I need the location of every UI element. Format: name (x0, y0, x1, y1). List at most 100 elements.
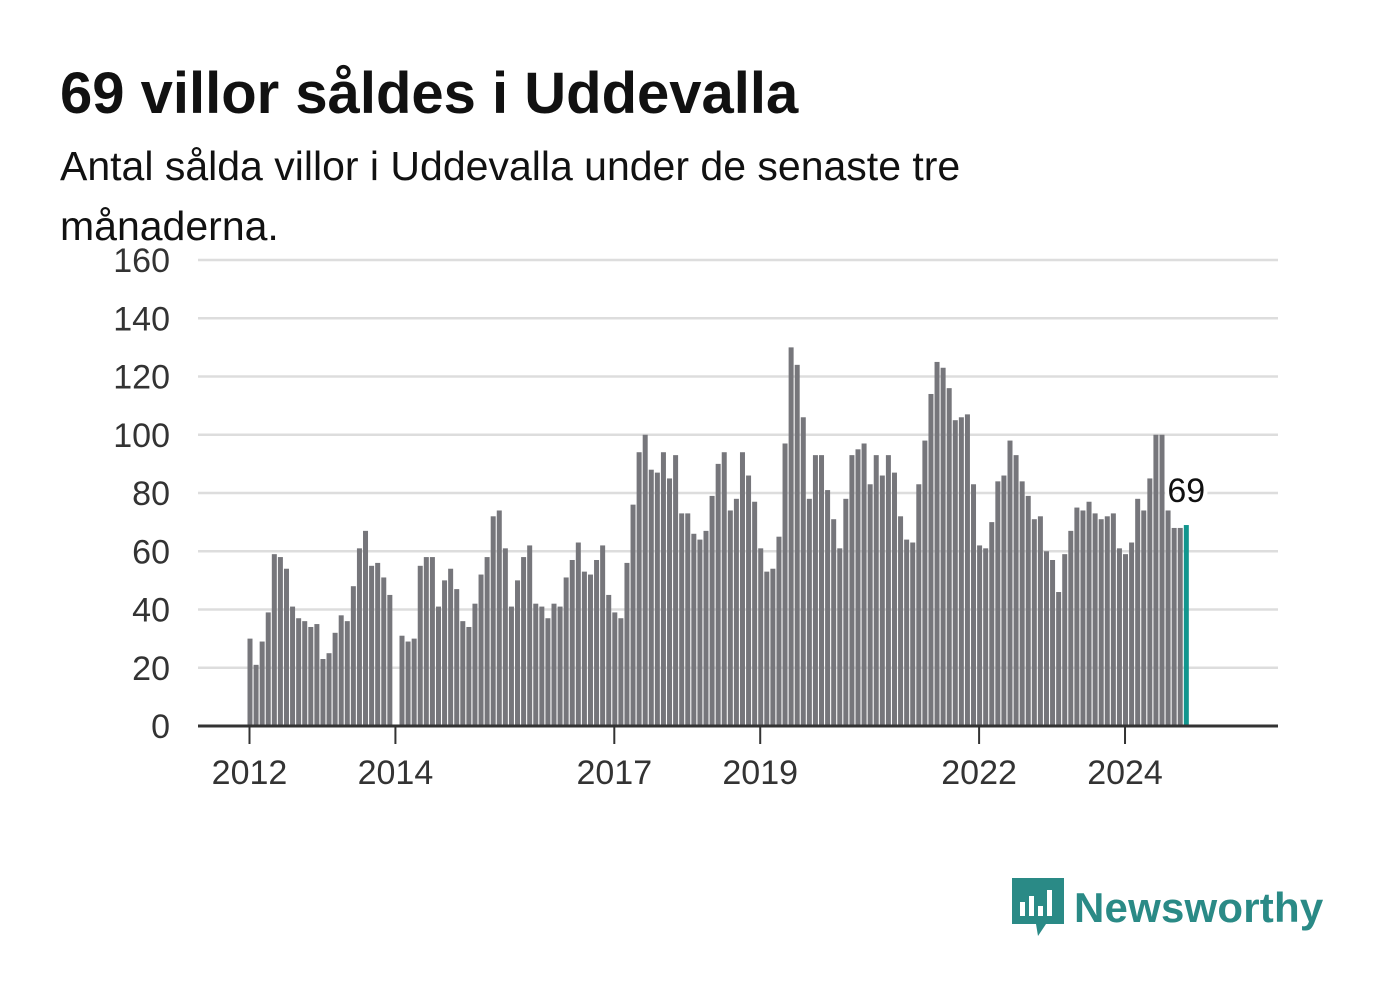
bar (253, 664, 259, 726)
bar (612, 612, 618, 726)
bar (356, 548, 362, 726)
bar (271, 554, 277, 726)
bar (958, 417, 964, 726)
bar (502, 548, 508, 726)
bar (308, 626, 314, 726)
bar (898, 516, 904, 726)
bar (721, 452, 727, 726)
bar (660, 452, 666, 726)
bar (618, 618, 624, 726)
bar (265, 612, 271, 726)
y-tick-label: 160 (113, 242, 170, 280)
bar (1092, 513, 1098, 726)
bar (934, 361, 940, 726)
bar (1110, 513, 1116, 726)
bar (867, 484, 873, 726)
bar (1050, 559, 1056, 726)
bar (1153, 434, 1159, 726)
bar (320, 659, 326, 726)
highlight-bar (1183, 525, 1189, 726)
bar (916, 484, 922, 726)
bar (454, 589, 460, 726)
y-tick-label: 100 (113, 417, 170, 455)
bar (837, 548, 843, 726)
bar (764, 571, 770, 726)
bar (812, 455, 818, 726)
bar (521, 557, 527, 726)
bar (885, 455, 891, 726)
bar (697, 539, 703, 726)
bar (387, 594, 393, 726)
bar (411, 638, 417, 726)
bar (624, 562, 630, 726)
bar (277, 557, 283, 726)
bar (581, 571, 587, 726)
bar (1147, 478, 1153, 726)
x-tick-label: 2012 (212, 754, 288, 792)
bar (825, 490, 831, 726)
bar (922, 440, 928, 726)
bar (369, 565, 375, 726)
bar (442, 580, 448, 726)
bar (703, 530, 709, 726)
bar (989, 522, 995, 726)
bar (515, 580, 521, 726)
bar (1086, 501, 1092, 726)
bar (1056, 592, 1062, 726)
bar (642, 434, 648, 726)
bar (673, 455, 679, 726)
bar (691, 533, 697, 726)
bar (873, 455, 879, 726)
bar (782, 443, 788, 726)
bar (752, 501, 758, 726)
bar (861, 443, 867, 726)
bar (1141, 510, 1147, 726)
bars (247, 347, 1189, 726)
bar (1001, 475, 1007, 726)
bar (527, 545, 533, 726)
bar (964, 414, 970, 726)
bar (667, 478, 673, 726)
bar (1165, 510, 1171, 726)
bar (448, 568, 454, 726)
bar (375, 562, 381, 726)
bar (788, 347, 794, 726)
bar (381, 577, 387, 726)
bar (1025, 495, 1031, 726)
bar (983, 548, 989, 726)
bar (594, 559, 600, 726)
bar (259, 641, 265, 726)
bar (600, 545, 606, 726)
bar (727, 510, 733, 726)
bar (843, 498, 849, 726)
bar (758, 548, 764, 726)
bar (1177, 527, 1183, 726)
bar (928, 393, 934, 726)
bar (800, 417, 806, 726)
bar (417, 565, 423, 726)
bar (904, 539, 910, 726)
bar (1123, 554, 1129, 726)
x-tick-label: 2024 (1087, 754, 1163, 792)
bar (995, 481, 1001, 726)
bar (1019, 481, 1025, 726)
y-tick-label: 0 (151, 708, 170, 746)
bar (569, 559, 575, 726)
bar (977, 545, 983, 726)
bar (685, 513, 691, 726)
bar (1074, 507, 1080, 726)
bar (709, 495, 715, 726)
bar (715, 463, 721, 726)
bar (575, 542, 581, 726)
bar (435, 606, 441, 726)
bar (849, 455, 855, 726)
brand-name: Newsworthy (1074, 884, 1324, 931)
bar (545, 618, 551, 726)
bar (1007, 440, 1013, 726)
x-tick-label: 2019 (722, 754, 798, 792)
bar (648, 469, 654, 726)
bar (819, 455, 825, 726)
bar (1013, 455, 1019, 726)
bar (952, 420, 958, 726)
